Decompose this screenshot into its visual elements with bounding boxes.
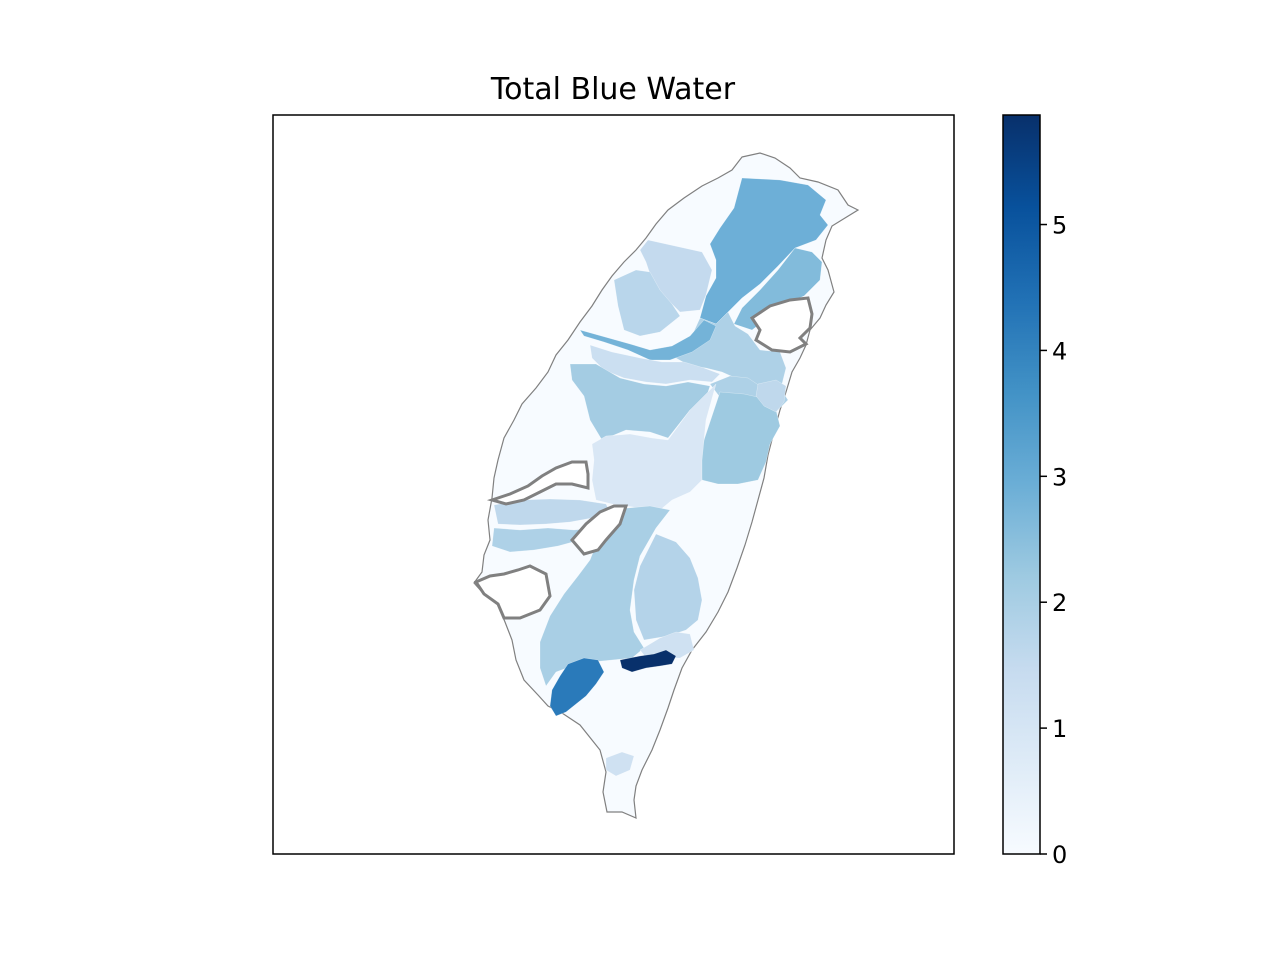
north-small-basin-a (639, 239, 713, 313)
east-small-basin (755, 379, 787, 413)
south-central-basin (633, 533, 703, 641)
no-data-areas (473, 296, 814, 620)
basin-regions (491, 177, 829, 777)
north-small-basin-b (613, 269, 681, 337)
colorbar-tick-label: 3 (1052, 463, 1067, 491)
no-data-area-west-2 (570, 504, 629, 556)
southwest-dark-basin (549, 657, 605, 717)
no-data-area-west (486, 460, 590, 506)
map-title: Total Blue Water (490, 72, 736, 107)
no-data-area-southwest (473, 564, 552, 620)
no-data-area-northeast (749, 296, 814, 354)
colorbar-tick-label: 1 (1052, 715, 1067, 743)
northern-basin (699, 177, 829, 325)
colorbar-gradient (1002, 114, 1041, 855)
west-river-band (579, 319, 717, 361)
south-tip-basin (605, 751, 635, 777)
colorbar-tick-label: 5 (1052, 212, 1067, 240)
colorbar-tick-label: 2 (1052, 589, 1067, 617)
south-darkest-basin (619, 649, 677, 673)
colorbar-tick-label: 0 (1052, 841, 1067, 869)
colorbar-ticks: 0 1 2 3 4 5 (1040, 212, 1067, 869)
central-plain-basin (591, 383, 717, 511)
colorbar-tick-label: 4 (1052, 337, 1067, 365)
southwest-basin (539, 505, 671, 687)
colorbar: 0 1 2 3 4 5 (1002, 114, 1067, 869)
